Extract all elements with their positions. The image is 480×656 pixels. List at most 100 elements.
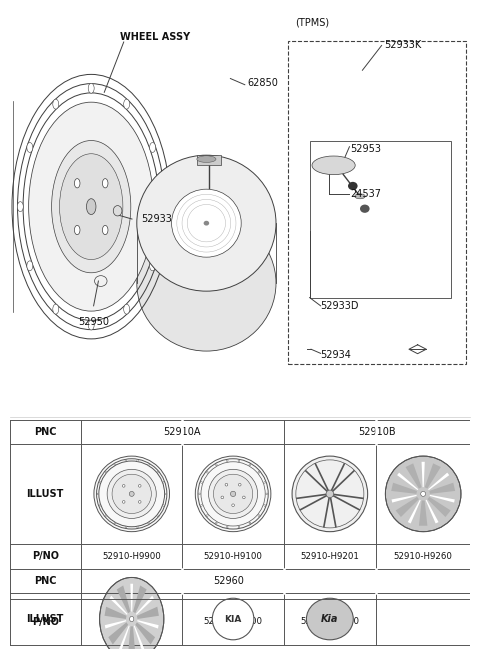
Ellipse shape — [148, 464, 149, 465]
Ellipse shape — [157, 515, 158, 516]
Ellipse shape — [165, 493, 166, 495]
Ellipse shape — [51, 140, 131, 273]
Ellipse shape — [238, 460, 240, 462]
Ellipse shape — [172, 189, 241, 257]
Text: P/NO: P/NO — [32, 617, 59, 627]
Ellipse shape — [102, 226, 108, 235]
Ellipse shape — [27, 142, 33, 152]
Ellipse shape — [130, 617, 134, 622]
Text: 52950: 52950 — [78, 318, 109, 327]
Polygon shape — [430, 495, 455, 502]
Text: 52933D: 52933D — [321, 301, 359, 311]
Ellipse shape — [208, 469, 258, 518]
Ellipse shape — [113, 205, 122, 216]
Ellipse shape — [122, 485, 125, 487]
Text: PNC: PNC — [34, 576, 57, 586]
Ellipse shape — [60, 154, 123, 260]
Ellipse shape — [264, 482, 265, 483]
Polygon shape — [136, 596, 154, 615]
Ellipse shape — [86, 199, 96, 215]
Ellipse shape — [107, 469, 156, 518]
Ellipse shape — [99, 504, 101, 506]
Ellipse shape — [137, 526, 138, 528]
Ellipse shape — [199, 493, 200, 495]
Ellipse shape — [212, 598, 254, 640]
Ellipse shape — [266, 493, 267, 495]
Polygon shape — [133, 585, 147, 613]
Ellipse shape — [150, 142, 156, 152]
Polygon shape — [105, 607, 127, 619]
Ellipse shape — [125, 460, 127, 461]
Polygon shape — [408, 500, 420, 523]
Ellipse shape — [355, 194, 365, 199]
Polygon shape — [119, 625, 130, 651]
Text: P/NO: P/NO — [32, 552, 59, 562]
Polygon shape — [426, 500, 439, 523]
Polygon shape — [428, 472, 449, 490]
Ellipse shape — [17, 201, 24, 212]
Ellipse shape — [94, 456, 169, 531]
Polygon shape — [131, 584, 133, 611]
Ellipse shape — [129, 491, 134, 497]
Ellipse shape — [88, 320, 94, 330]
Text: Kia: Kia — [321, 614, 338, 624]
Ellipse shape — [306, 598, 353, 640]
Polygon shape — [105, 620, 126, 628]
Ellipse shape — [148, 522, 149, 524]
Ellipse shape — [137, 155, 276, 291]
Ellipse shape — [242, 496, 245, 499]
Polygon shape — [425, 463, 441, 489]
Text: 52970-H9250
52970-H9260: 52970-H9250 52970-H9260 — [102, 612, 161, 632]
Text: 52953: 52953 — [350, 144, 382, 154]
Polygon shape — [391, 483, 417, 494]
Ellipse shape — [157, 472, 158, 473]
Circle shape — [204, 221, 209, 226]
Text: WHEEL ASSY: WHEEL ASSY — [120, 32, 190, 42]
Text: 52960-H8250: 52960-H8250 — [300, 617, 360, 626]
Text: 52910-H9100: 52910-H9100 — [204, 552, 263, 561]
Polygon shape — [109, 596, 128, 615]
Ellipse shape — [102, 178, 108, 188]
Text: 52910-H9900: 52910-H9900 — [102, 552, 161, 561]
Text: PNC: PNC — [34, 427, 57, 437]
Ellipse shape — [97, 493, 99, 495]
Ellipse shape — [195, 456, 271, 531]
Ellipse shape — [88, 83, 94, 93]
Ellipse shape — [264, 504, 265, 506]
Text: 52910-H9201: 52910-H9201 — [300, 552, 360, 561]
Text: 62850: 62850 — [247, 77, 278, 88]
Text: 52960-H8200: 52960-H8200 — [204, 617, 263, 626]
Ellipse shape — [249, 522, 251, 524]
Text: 52910-H9260: 52910-H9260 — [394, 552, 453, 561]
Ellipse shape — [197, 156, 216, 163]
Polygon shape — [392, 495, 417, 502]
Polygon shape — [419, 501, 427, 525]
Text: KIA: KIA — [225, 615, 242, 623]
Ellipse shape — [163, 504, 164, 506]
Ellipse shape — [114, 464, 116, 465]
Ellipse shape — [99, 577, 164, 656]
Ellipse shape — [230, 491, 236, 497]
Text: ILLUST: ILLUST — [26, 489, 64, 499]
Ellipse shape — [232, 504, 234, 506]
Ellipse shape — [227, 460, 228, 462]
Ellipse shape — [216, 522, 217, 524]
Ellipse shape — [53, 99, 59, 109]
Ellipse shape — [221, 496, 224, 499]
Ellipse shape — [137, 215, 276, 351]
Circle shape — [348, 182, 358, 190]
Ellipse shape — [122, 501, 125, 503]
Text: 52910B: 52910B — [358, 427, 396, 437]
Ellipse shape — [159, 201, 165, 212]
Bar — [288, 41, 466, 363]
Ellipse shape — [138, 501, 141, 503]
Ellipse shape — [385, 456, 461, 531]
Ellipse shape — [124, 304, 130, 314]
Text: ILLUST: ILLUST — [26, 614, 64, 624]
Ellipse shape — [420, 491, 426, 497]
Ellipse shape — [99, 482, 101, 483]
Ellipse shape — [312, 156, 355, 174]
Ellipse shape — [292, 456, 368, 531]
Polygon shape — [397, 472, 418, 490]
Text: 52960: 52960 — [213, 576, 244, 586]
